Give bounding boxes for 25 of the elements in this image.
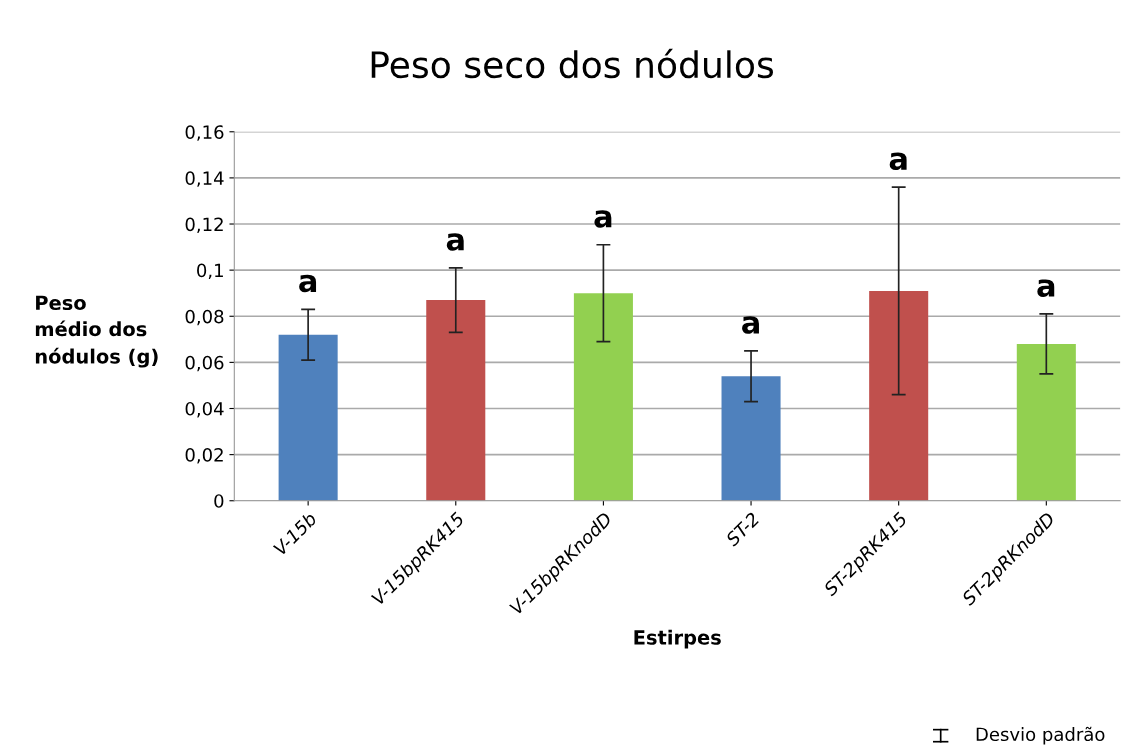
x-axis-title: Estirpes xyxy=(634,629,721,649)
y-axis-title: Peso médio dos nódulos (g) xyxy=(35,295,158,368)
text: Desvio padrão xyxy=(976,726,1105,745)
annotation: a xyxy=(446,233,464,251)
y-tick-label: 0,06 xyxy=(185,355,224,372)
bar xyxy=(721,376,781,501)
y-tick-label: 0,12 xyxy=(185,217,223,233)
annotation: a xyxy=(889,152,907,171)
bar xyxy=(278,334,338,501)
y-tick-label: 0,16 xyxy=(185,125,224,141)
bar xyxy=(426,300,486,501)
y-tick-label: 0,04 xyxy=(185,401,224,418)
annotation: a xyxy=(594,210,612,228)
bar xyxy=(573,293,633,501)
y-tick-label: 0 xyxy=(214,494,224,508)
y-tick-label: 0,14 xyxy=(185,171,224,187)
annotation: a xyxy=(299,274,317,293)
annotation: a xyxy=(1037,279,1055,297)
bar xyxy=(1016,343,1076,501)
y-tick-label: 0,1 xyxy=(197,263,223,280)
bar xyxy=(869,290,929,501)
chart-title: Peso seco dos nódulos xyxy=(371,48,774,79)
y-tick-label: 0,08 xyxy=(185,309,224,326)
annotation: a xyxy=(742,316,759,334)
y-tick-label: 0,02 xyxy=(185,448,223,464)
